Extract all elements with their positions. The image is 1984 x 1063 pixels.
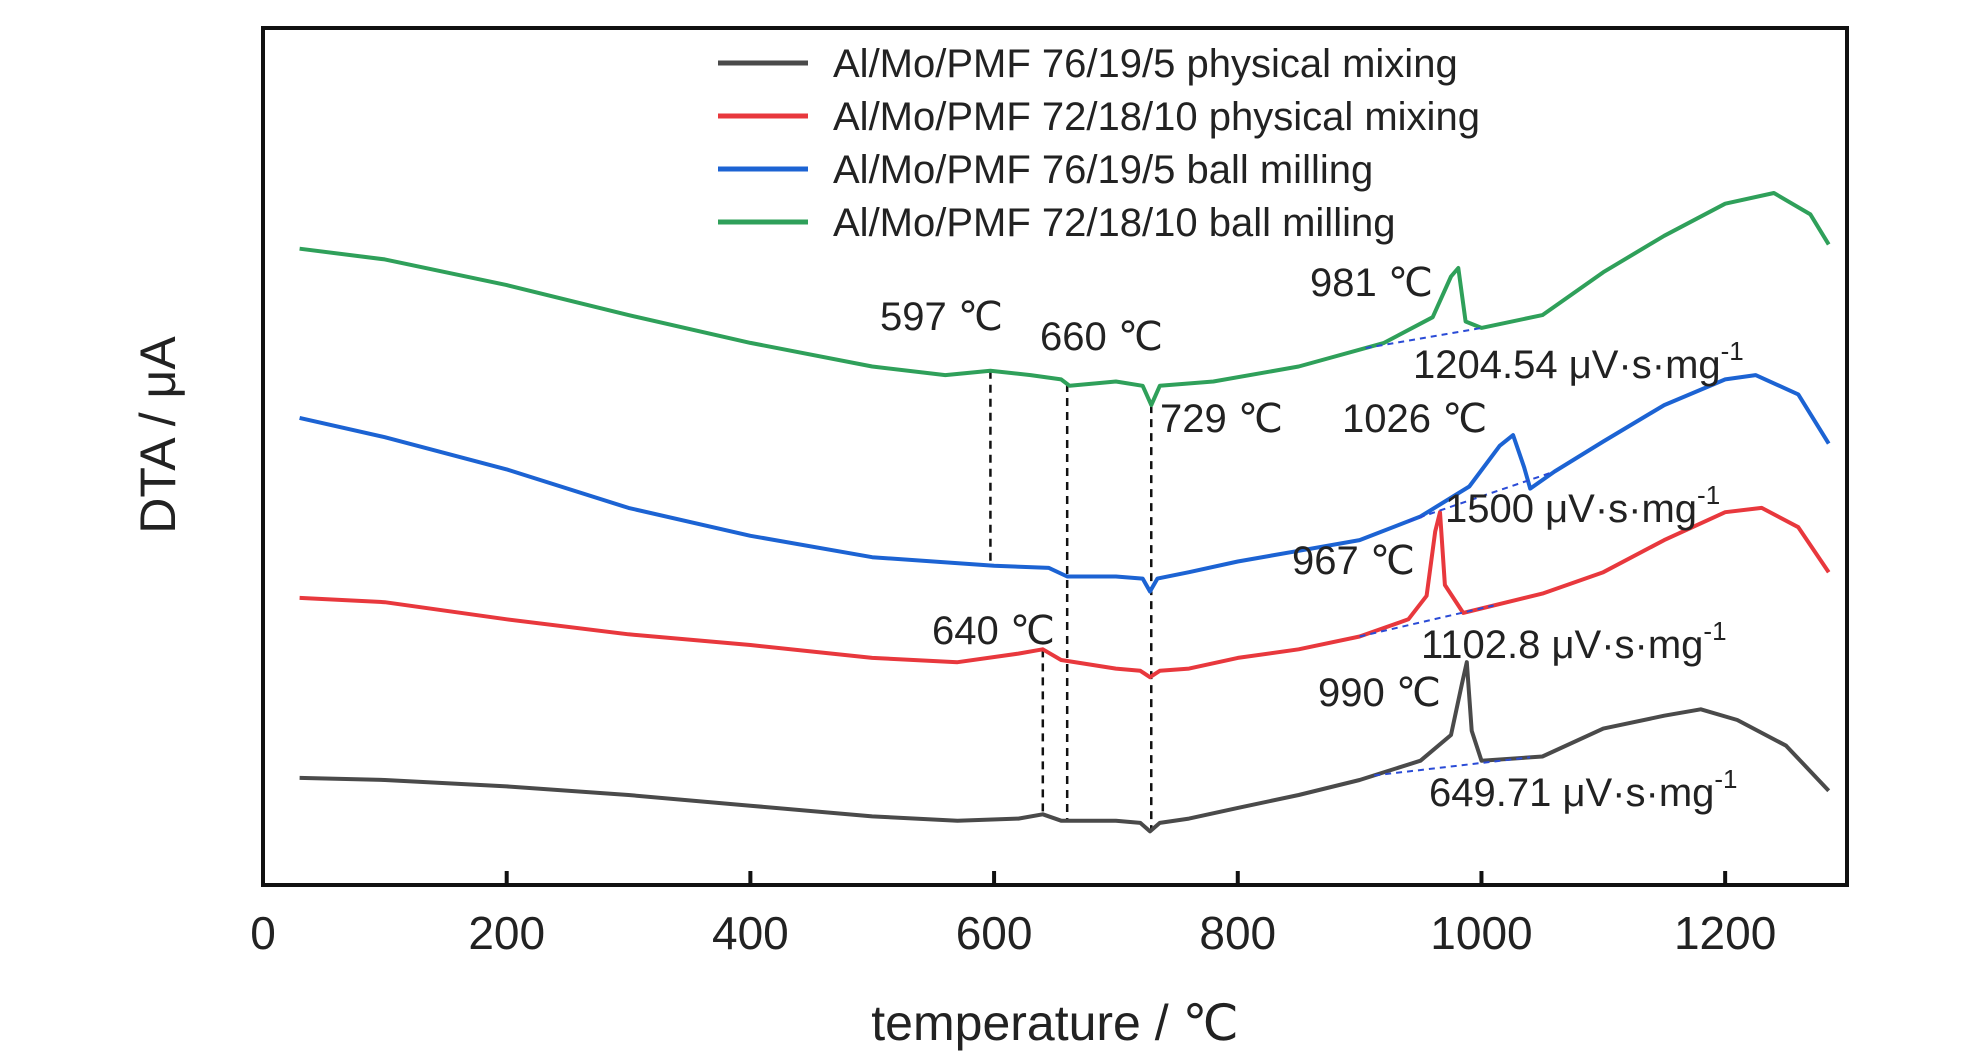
- baseline-1: [1359, 604, 1494, 638]
- peak-label-597: 597 ℃: [880, 295, 1003, 339]
- baseline-3: [1365, 326, 1482, 349]
- peak-label-981: 981 ℃: [1310, 261, 1433, 305]
- area-label-2: 1102.8 μV·s·mg-1: [1421, 616, 1727, 667]
- area-label-1: 1500 μV·s·mg-1: [1445, 480, 1720, 531]
- legend-label-0: Al/Mo/PMF 76/19/5 physical mixing: [833, 42, 1458, 86]
- legend: Al/Mo/PMF 76/19/5 physical mixing Al/Mo/…: [718, 42, 1480, 245]
- series-line-3: [299, 191, 1831, 408]
- peak-label-729: 729 ℃: [1160, 397, 1283, 441]
- peak-label-1026: 1026 ℃: [1342, 397, 1487, 441]
- legend-label-2: Al/Mo/PMF 76/19/5 ball milling: [833, 148, 1373, 192]
- x-tick-label-1: 200: [468, 907, 545, 959]
- x-tick-label-4: 800: [1199, 907, 1276, 959]
- x-tick-label-2: 400: [712, 907, 789, 959]
- series-lines: [299, 191, 1831, 834]
- peak-label-967: 967 ℃: [1292, 539, 1415, 583]
- x-axis-title: temperature / ℃: [871, 995, 1238, 1051]
- x-tick-label-3: 600: [956, 907, 1033, 959]
- area-label-3: 649.71 μV·s·mg-1: [1429, 764, 1738, 815]
- x-axis: 0 200 400 600 800 1000 1200: [250, 871, 1776, 959]
- plot-frame: [261, 26, 1849, 887]
- legend-label-1: Al/Mo/PMF 72/18/10 physical mixing: [833, 95, 1480, 139]
- x-tick-label-5: 1000: [1430, 907, 1532, 959]
- x-tick-label-0: 0: [250, 907, 276, 959]
- y-axis-title: DTA / μA: [130, 336, 186, 534]
- peak-guide-lines: [989, 370, 1153, 831]
- series-line-0: [299, 660, 1831, 834]
- peak-label-990: 990 ℃: [1318, 671, 1441, 715]
- baseline-0: [1374, 756, 1531, 777]
- peak-label-660: 660 ℃: [1040, 315, 1163, 359]
- series-line-1: [299, 505, 1831, 680]
- integration-baselines: [1359, 326, 1555, 777]
- baseline-2: [1408, 470, 1555, 523]
- x-tick-label-6: 1200: [1674, 907, 1776, 959]
- peak-label-640: 640 ℃: [932, 609, 1055, 653]
- series-line-2: [299, 373, 1831, 594]
- legend-label-3: Al/Mo/PMF 72/18/10 ball milling: [833, 201, 1395, 245]
- area-label-0: 1204.54 μV·s·mg-1: [1413, 336, 1744, 387]
